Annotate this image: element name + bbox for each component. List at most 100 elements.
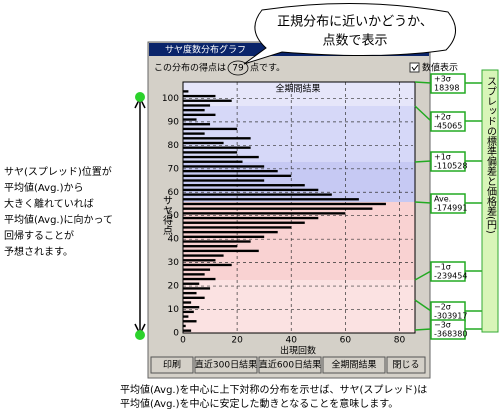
sigma-value: -110528 xyxy=(434,162,467,171)
connector xyxy=(414,105,432,122)
button-label: 直近600日結果 xyxy=(259,359,321,371)
score: 79 xyxy=(232,64,244,74)
bar xyxy=(183,141,224,145)
bar xyxy=(183,90,189,93)
bar xyxy=(183,277,216,281)
score-suffix: 点です。 xyxy=(250,63,285,74)
bar xyxy=(183,212,346,215)
sigma-value: -239454 xyxy=(434,272,467,281)
button[interactable] xyxy=(258,356,322,374)
bar xyxy=(183,184,305,187)
bar xyxy=(183,254,224,257)
sigma-name: +2σ xyxy=(434,113,451,122)
note-line: サヤ(スプレッド)位置が xyxy=(4,165,112,178)
y-tick-label: 0 xyxy=(173,329,179,339)
sigma-value: -303917 xyxy=(434,312,467,321)
bar xyxy=(183,240,251,243)
sigma-box xyxy=(430,111,466,132)
y-tick-label: 30 xyxy=(168,258,180,268)
bar xyxy=(183,226,292,229)
bar xyxy=(183,216,319,220)
bar xyxy=(183,320,197,323)
bar xyxy=(183,108,205,112)
note-line: 回帰することが xyxy=(4,229,74,242)
sigma-name: −3σ xyxy=(434,321,451,330)
y-tick-label: 40 xyxy=(168,235,180,245)
x-tick-label: 20 xyxy=(231,336,243,346)
y-tick-label: 10 xyxy=(168,305,180,315)
bar xyxy=(183,169,278,173)
connector xyxy=(414,299,432,312)
bar xyxy=(183,221,305,224)
band xyxy=(183,280,415,333)
bar xyxy=(183,165,265,168)
sigma-name: −2σ xyxy=(434,303,451,312)
check-mark xyxy=(411,64,419,71)
bar xyxy=(183,174,292,178)
y-tick-label: 90 xyxy=(168,117,180,127)
button[interactable] xyxy=(386,356,426,374)
checkbox[interactable] xyxy=(409,62,420,73)
x-tick-label: 80 xyxy=(394,336,406,346)
window-title: サヤ度数分布グラフ xyxy=(165,44,246,56)
band xyxy=(183,106,415,162)
x-tick-label: 60 xyxy=(340,336,352,346)
bar xyxy=(183,104,211,107)
callout-line: 点数で表示 xyxy=(322,34,387,49)
bar xyxy=(183,306,200,309)
connector xyxy=(414,328,432,331)
y-tick-label: 100 xyxy=(162,94,179,104)
bar xyxy=(183,132,205,135)
sigma-box xyxy=(430,261,466,282)
bar xyxy=(183,193,332,196)
y-tick-label: 50 xyxy=(168,211,180,221)
caption-line: 平均値(Avg.)を中心に上下対称の分布を示せば、サヤ(スプレッド)は xyxy=(120,383,427,396)
bar xyxy=(183,301,192,304)
bar xyxy=(183,245,238,248)
note-line: 予想されます。 xyxy=(4,245,73,258)
bar xyxy=(183,230,278,234)
button[interactable] xyxy=(194,356,258,374)
button-label: 直近300日結果 xyxy=(195,359,257,371)
sigma-name: −1σ xyxy=(434,263,451,272)
sigma-value: -45065 xyxy=(434,122,462,131)
side-label: スプレッドの標準偏差と価格差(円) xyxy=(485,76,497,234)
x-tick-label: 40 xyxy=(286,336,298,346)
bar xyxy=(183,179,265,182)
bar xyxy=(183,94,216,98)
bar xyxy=(183,315,189,318)
button[interactable] xyxy=(322,356,386,374)
sigma-box xyxy=(430,151,466,172)
bar xyxy=(183,127,238,131)
note-line: 大きく離れていれば xyxy=(4,197,94,210)
bar xyxy=(183,151,238,154)
x-tick-label: 0 xyxy=(180,336,186,346)
bar xyxy=(183,324,186,328)
note-line: 平均値(Avg.)から xyxy=(4,181,84,194)
bar xyxy=(183,146,251,149)
connector xyxy=(414,270,432,281)
bar xyxy=(183,291,197,295)
connector xyxy=(414,160,432,163)
bar xyxy=(183,263,232,267)
score-prefix: この分布の得点は xyxy=(154,62,226,74)
bar xyxy=(183,113,216,117)
callout-bubble xyxy=(243,3,456,65)
bar xyxy=(183,259,216,262)
bar xyxy=(183,207,373,210)
sigma-name: +3σ xyxy=(434,75,451,84)
caption-line: 平均値(Avg.)を中心に安定した動きとなることを意味します。 xyxy=(120,397,398,410)
green-dot xyxy=(135,92,145,102)
chart-title: 全期間結果 xyxy=(275,83,320,95)
button[interactable] xyxy=(150,356,194,374)
button-label: 全期間結果 xyxy=(331,359,376,371)
bar xyxy=(183,268,211,271)
sigma-value: -174991 xyxy=(434,204,467,213)
bar xyxy=(183,198,359,201)
note-line: 平均値(Avg.)に向かって xyxy=(4,213,113,226)
y-tick-label: 70 xyxy=(168,164,180,174)
score-circle xyxy=(227,60,249,76)
bar xyxy=(183,155,259,159)
button-label: 閉じる xyxy=(392,360,419,371)
bar xyxy=(183,123,211,126)
